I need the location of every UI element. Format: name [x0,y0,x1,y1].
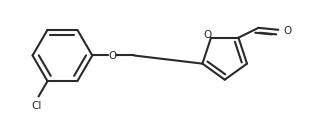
Text: O: O [204,30,212,39]
Text: O: O [283,26,292,35]
Text: O: O [108,51,116,61]
Text: Cl: Cl [31,101,42,111]
